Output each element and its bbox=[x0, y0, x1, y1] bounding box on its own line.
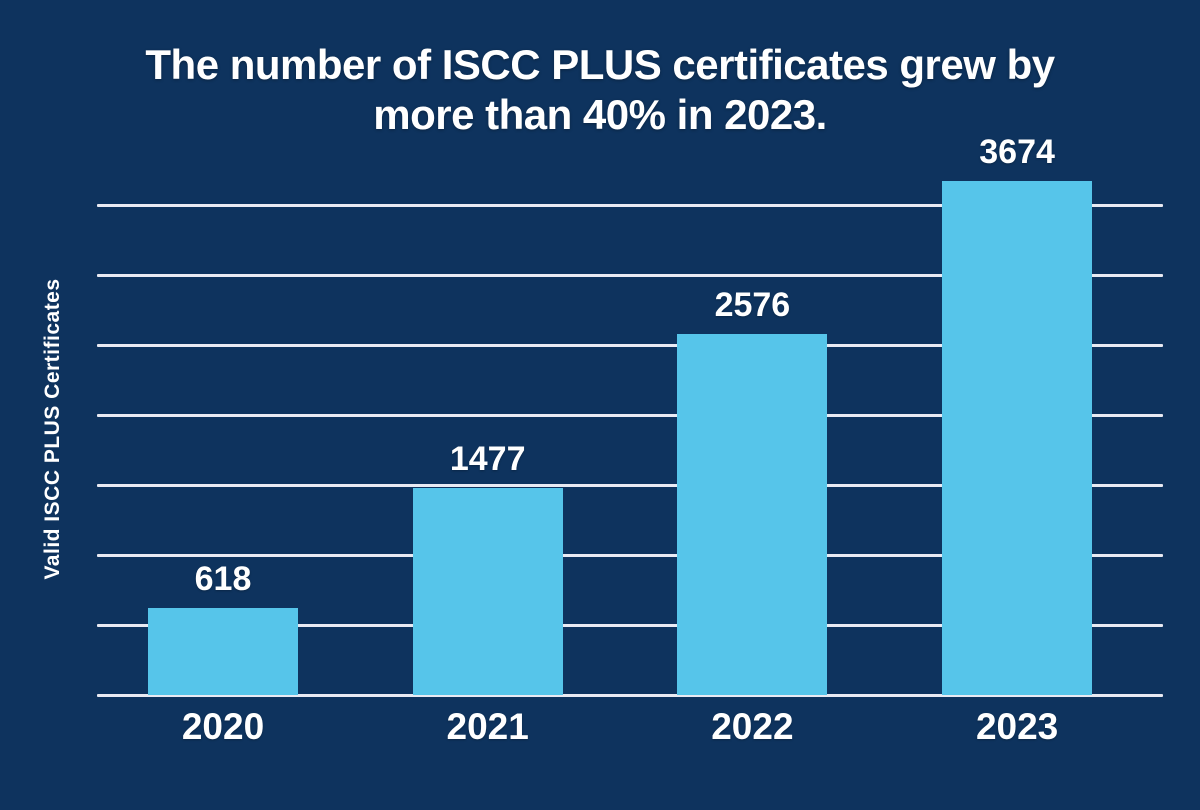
gridline bbox=[97, 413, 1163, 417]
gridline bbox=[97, 483, 1163, 487]
x-axis-label-2023: 2023 bbox=[975, 706, 1059, 747]
bar-2023 bbox=[942, 180, 1093, 695]
gridline bbox=[97, 623, 1163, 627]
bar-value-label: 3674 bbox=[979, 132, 1055, 171]
bar-2022 bbox=[677, 334, 828, 695]
gridline bbox=[97, 343, 1163, 347]
chart-title-line1: The number of ISCC PLUS certificates gre… bbox=[145, 41, 1055, 88]
plot-area: 618 2020 1477 2021 2576 2022 3674 2023 bbox=[97, 133, 1163, 747]
bar-2020 bbox=[148, 608, 298, 695]
x-axis-label-2022: 2022 bbox=[711, 706, 794, 747]
y-axis-title-text: Valid ISCC PLUS Certificates bbox=[41, 278, 64, 580]
bar-value-label: 618 bbox=[194, 560, 252, 599]
bar-2021 bbox=[412, 488, 563, 695]
chart-title-line2: more than 40% in 2023. bbox=[373, 91, 827, 138]
x-axis-label-2020: 2020 bbox=[181, 706, 265, 747]
gridline bbox=[97, 203, 1163, 207]
chart-title: The number of ISCC PLUS certificates gre… bbox=[0, 40, 1200, 140]
x-axis-label-2021: 2021 bbox=[446, 706, 529, 747]
gridline bbox=[97, 273, 1163, 277]
bar-value-label: 1477 bbox=[449, 440, 526, 479]
bar-value-label: 2576 bbox=[714, 286, 791, 325]
gridline bbox=[97, 553, 1163, 557]
x-axis-baseline bbox=[97, 693, 1163, 697]
